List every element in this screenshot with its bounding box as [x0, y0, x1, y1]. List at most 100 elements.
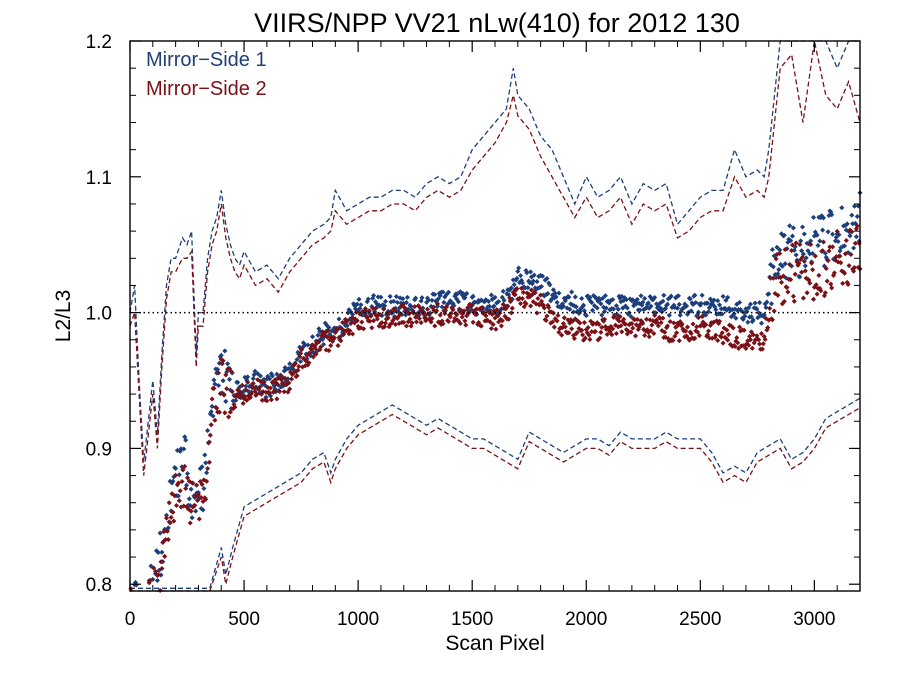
data-point	[205, 428, 211, 434]
data-point	[594, 305, 600, 311]
data-point	[500, 288, 506, 294]
data-point	[173, 465, 179, 471]
data-point	[267, 390, 273, 396]
data-point	[224, 386, 230, 392]
data-point	[192, 502, 198, 508]
data-point	[716, 302, 723, 308]
data-point	[829, 285, 835, 291]
data-point	[660, 298, 666, 304]
data-point	[232, 404, 238, 410]
data-point	[610, 326, 616, 332]
x-tick-label: 2000	[565, 609, 607, 630]
data-point	[205, 465, 211, 472]
data-point	[358, 302, 364, 308]
data-point	[183, 437, 189, 443]
data-point	[208, 422, 214, 428]
data-point	[490, 321, 496, 328]
data-point	[393, 308, 399, 314]
data-point	[736, 345, 742, 351]
data-point	[264, 398, 270, 404]
data-point	[348, 320, 354, 326]
data-point	[500, 301, 506, 307]
data-point	[642, 295, 648, 302]
data-point	[242, 393, 248, 400]
y-tick-label: 0.8	[86, 575, 112, 596]
data-point	[198, 495, 204, 501]
data-point	[766, 291, 772, 297]
data-point	[657, 315, 663, 321]
data-point	[176, 472, 182, 478]
data-point	[429, 297, 435, 303]
data-point	[428, 319, 434, 325]
data-point	[215, 382, 222, 389]
data-point	[269, 379, 275, 385]
data-point	[215, 366, 221, 372]
data-point	[291, 369, 297, 375]
data-point	[201, 485, 207, 492]
data-point	[528, 287, 535, 293]
data-point	[347, 328, 353, 334]
data-point	[488, 325, 494, 332]
data-point	[841, 243, 848, 249]
data-point	[813, 282, 819, 288]
data-point	[544, 275, 550, 282]
x-axis-label: Scan Pixel	[445, 632, 544, 655]
x-tick-label: 1500	[451, 609, 493, 630]
data-point	[799, 269, 805, 275]
data-point	[802, 268, 808, 274]
data-point	[195, 492, 201, 498]
data-point	[381, 306, 387, 312]
data-point	[796, 260, 802, 266]
data-point	[409, 320, 415, 326]
data-point	[268, 397, 274, 403]
data-point	[732, 343, 738, 349]
data-point	[545, 291, 551, 297]
data-point	[274, 396, 280, 402]
data-point	[705, 328, 712, 334]
data-point	[567, 306, 573, 312]
data-point	[250, 376, 256, 382]
data-point	[286, 380, 292, 386]
data-point	[298, 350, 304, 356]
data-point	[184, 471, 191, 477]
data-point	[770, 264, 776, 270]
data-point	[718, 306, 724, 312]
data-point	[494, 307, 500, 313]
data-point	[424, 306, 431, 312]
data-point	[852, 240, 858, 246]
data-point	[842, 251, 848, 257]
data-point	[401, 319, 407, 325]
data-point	[479, 304, 485, 310]
data-point	[287, 361, 293, 367]
data-point	[275, 382, 281, 388]
data-point	[371, 318, 377, 324]
data-point	[457, 320, 463, 327]
data-point	[459, 314, 465, 320]
data-point	[188, 508, 194, 514]
data-point	[177, 488, 183, 494]
data-point	[188, 486, 194, 492]
data-point	[391, 306, 397, 312]
data-point	[543, 317, 549, 323]
data-point	[541, 305, 547, 311]
data-point	[367, 318, 373, 324]
x-axis: 0 500 1000 1500 2000 2500 3000	[125, 41, 838, 630]
data-point	[172, 493, 178, 499]
data-point	[528, 269, 534, 275]
data-point	[252, 368, 258, 374]
y-axis: 0.8 0.9 1.0 1.1 1.2	[86, 32, 860, 596]
data-point	[182, 463, 188, 469]
data-point	[538, 298, 545, 304]
data-point	[203, 460, 209, 466]
data-point	[320, 341, 327, 347]
data-point	[750, 317, 756, 323]
data-point	[569, 289, 575, 295]
data-point	[243, 383, 249, 389]
data-point	[505, 303, 511, 309]
data-point	[516, 265, 522, 271]
data-point	[706, 335, 712, 341]
data-point	[518, 273, 524, 279]
data-point	[357, 311, 363, 317]
data-point	[220, 378, 226, 384]
data-point	[555, 312, 561, 318]
